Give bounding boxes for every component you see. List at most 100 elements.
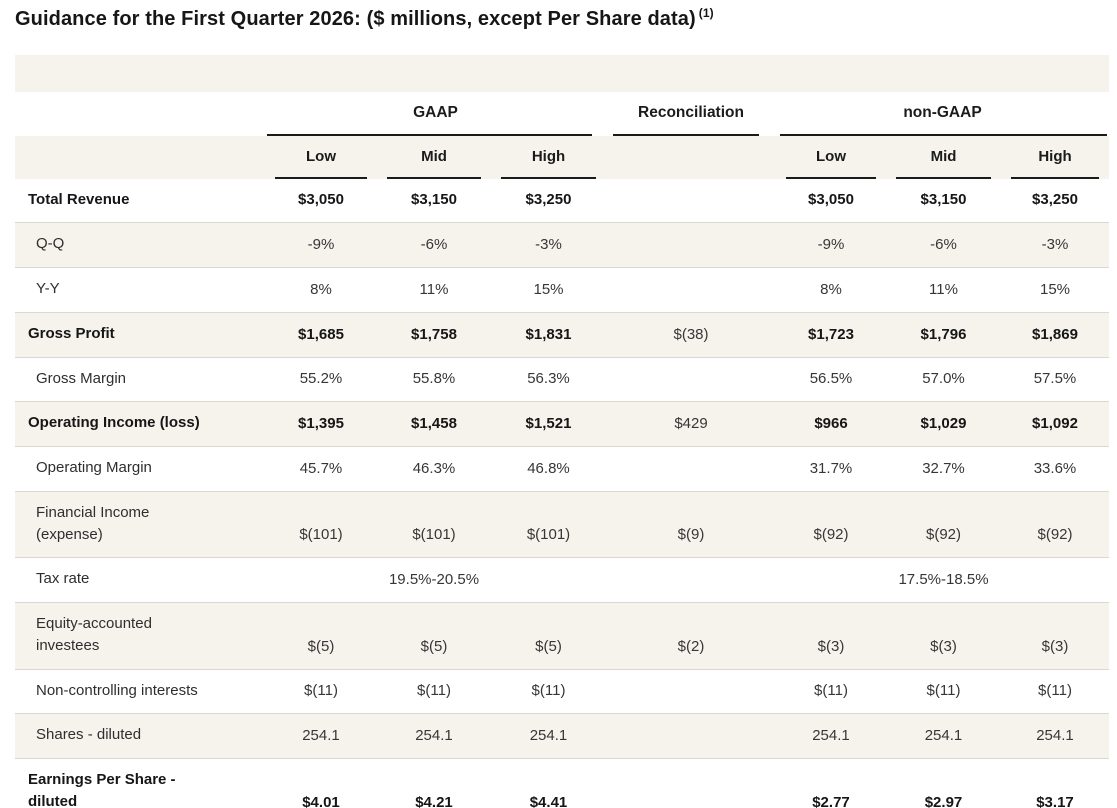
value-cell: $(11) <box>377 668 491 714</box>
table-row: Non-controlling interests $(11) $(11) $(11)… <box>15 668 1109 714</box>
reconciliation-value-cell: $(38) <box>606 311 776 358</box>
value-cell: $(5) <box>265 602 377 670</box>
value-cell: -3% <box>1001 222 1109 268</box>
value-cell <box>491 557 606 603</box>
reconciliation-value-cell <box>606 222 776 268</box>
row-label: Q-Q <box>15 222 265 268</box>
table-row: Y-Y 8% 11% 15% 8% 11% 15% <box>15 267 1109 313</box>
spacer-row <box>15 55 1109 92</box>
value-cell: 254.1 <box>265 713 377 759</box>
sub-header-gaap-high: High <box>491 135 606 179</box>
value-cell: $1,092 <box>1001 401 1109 447</box>
value-cell: $3,250 <box>1032 191 1078 209</box>
table-row: Gross Margin 55.2% 55.8% 56.3% 56.5% 57.0% 57.… <box>15 356 1109 402</box>
value-cell: $2.97 <box>886 758 1001 808</box>
value-cell: $(3) <box>886 602 1001 670</box>
sub-header-gaap-low: Low <box>265 135 377 179</box>
reconciliation-value-cell <box>606 356 776 402</box>
value-cell: $1,796 <box>886 311 1001 358</box>
value-cell: $3,250 <box>525 191 572 209</box>
value-cell <box>776 557 886 603</box>
value-cell: $3.17 <box>1001 758 1109 808</box>
value-cell: 8% <box>776 267 886 313</box>
sub-header-empty <box>15 135 265 179</box>
table-row: Gross Profit $1,685 $1,758 $1,831 $(38) $1,72… <box>15 311 1109 358</box>
value-cell: 11% <box>886 267 1001 313</box>
value-cell: 56.3% <box>491 356 606 402</box>
value-cell: $(5) <box>491 602 606 670</box>
value-cell: 46.8% <box>491 446 606 492</box>
value-cell: 45.7% <box>265 446 377 492</box>
table-row: Tax rate 19.5%-20.5% 17.5%-18.5% <box>15 557 1109 603</box>
guidance-table: GAAP Reconciliation non-GAAP Low Mid Hig… <box>15 55 1109 808</box>
row-label: Tax rate <box>15 557 265 603</box>
value-cell: $(101) <box>377 490 491 558</box>
value-cell: 254.1 <box>1001 713 1109 759</box>
row-label: Total Revenue <box>28 190 130 208</box>
value-cell: $1,029 <box>886 401 1001 447</box>
table-row: Operating Margin 45.7% 46.3% 46.8% 31.7% 32.7… <box>15 446 1109 492</box>
page-title: Guidance for the First Quarter 2026: ($ … <box>15 6 1105 32</box>
value-cell: 254.1 <box>491 713 606 759</box>
table-row: Financial Income (expense) $(101) $(101) $(… <box>15 490 1109 558</box>
value-cell: 254.1 <box>776 713 886 759</box>
value-cell: $(11) <box>776 668 886 714</box>
value-cell <box>265 557 377 603</box>
value-cell: $3,050 <box>298 191 344 209</box>
table-header: GAAP Reconciliation non-GAAP Low Mid Hig… <box>15 55 1109 179</box>
value-cell: 33.6% <box>1001 446 1109 492</box>
value-cell: 8% <box>265 267 377 313</box>
value-cell: $1,685 <box>265 311 377 358</box>
value-cell: 46.3% <box>377 446 491 492</box>
sub-header-non-gaap-mid: Mid <box>886 135 1001 179</box>
row-label: Operating Margin <box>15 446 265 492</box>
table-row: Earnings Per Share - diluted $4.01 $4.21 $4… <box>15 758 1109 808</box>
column-group-row: GAAP Reconciliation non-GAAP <box>15 92 1109 136</box>
sub-header-non-gaap-low: Low <box>776 135 886 179</box>
row-label: Earnings Per Share - diluted <box>15 758 265 808</box>
value-cell: 31.7% <box>776 446 886 492</box>
value-cell: 19.5%-20.5% <box>377 557 491 603</box>
value-cell: 254.1 <box>377 713 491 759</box>
value-cell: $(101) <box>491 490 606 558</box>
value-cell: $(11) <box>1001 668 1109 714</box>
table-body: Total Revenue $3,050 $3,150 $3,250 $3,050 $3,… <box>15 178 1109 808</box>
value-cell: $(11) <box>491 668 606 714</box>
value-cell: 254.1 <box>886 713 1001 759</box>
value-cell: $4.01 <box>265 758 377 808</box>
title-footnote-marker: (1) <box>698 6 714 21</box>
value-cell: -9% <box>265 222 377 268</box>
row-label: Operating Income (loss) <box>15 401 265 447</box>
value-cell: $(92) <box>1001 490 1109 558</box>
value-cell: $1,758 <box>377 311 491 358</box>
page-title-text: Guidance for the First Quarter 2026: ($ … <box>15 8 696 30</box>
value-cell: -9% <box>776 222 886 268</box>
reconciliation-value-cell <box>606 758 776 808</box>
value-cell: 17.5%-18.5% <box>886 557 1001 603</box>
row-label: Equity-accounted investees <box>15 602 265 670</box>
value-cell: $3,150 <box>920 191 967 209</box>
reconciliation-value-cell <box>606 668 776 714</box>
value-cell: $1,869 <box>1001 311 1109 358</box>
row-label: Non-controlling interests <box>15 668 265 714</box>
value-cell: $(11) <box>265 668 377 714</box>
reconciliation-value-cell: $429 <box>606 401 776 447</box>
value-cell: $1,831 <box>491 311 606 358</box>
row-label: Gross Margin <box>15 356 265 402</box>
group-header-reconciliation: Reconciliation <box>606 92 776 136</box>
reconciliation-value-cell <box>606 179 776 223</box>
table-row: Q-Q -9% -6% -3% -9% -6% -3% <box>15 222 1109 268</box>
value-cell: 56.5% <box>776 356 886 402</box>
value-cell: -6% <box>886 222 1001 268</box>
row-label: Shares - diluted <box>15 713 265 759</box>
table-row: Equity-accounted investees $(5) $(5) $(5) $(… <box>15 602 1109 670</box>
value-cell: 11% <box>377 267 491 313</box>
sub-header-reconciliation-empty <box>606 135 776 179</box>
row-label: Gross Profit <box>15 311 265 358</box>
reconciliation-value-cell: $(9) <box>606 490 776 558</box>
sub-header-non-gaap-high: High <box>1001 135 1109 179</box>
value-cell: $(92) <box>886 490 1001 558</box>
value-cell: 55.2% <box>265 356 377 402</box>
value-cell: 57.5% <box>1001 356 1109 402</box>
value-cell: $(5) <box>377 602 491 670</box>
